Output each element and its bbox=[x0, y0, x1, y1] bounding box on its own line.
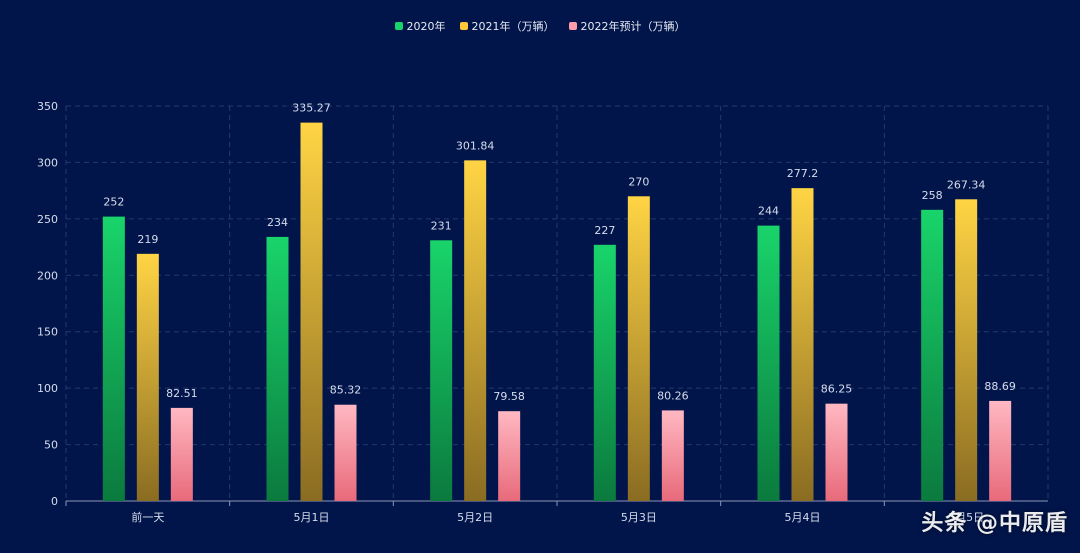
bar bbox=[791, 188, 814, 501]
x-tick-label: 5月1日 bbox=[294, 511, 330, 524]
data-label: 82.51 bbox=[166, 387, 198, 400]
bar bbox=[266, 236, 289, 501]
data-label: 244 bbox=[758, 205, 779, 218]
data-label: 270 bbox=[628, 175, 649, 188]
bar bbox=[170, 407, 193, 501]
bar bbox=[757, 225, 780, 501]
bar bbox=[989, 400, 1012, 501]
x-tick-label: 5月2日 bbox=[457, 511, 493, 524]
y-tick-label: 150 bbox=[37, 326, 58, 339]
legend: 2020年 2021年（万辆） 2022年预计（万辆） bbox=[0, 18, 1080, 34]
bar bbox=[955, 199, 978, 501]
data-label: 88.69 bbox=[984, 380, 1016, 393]
x-tick-label: 5月5日 bbox=[948, 511, 984, 524]
data-label: 234 bbox=[267, 216, 288, 229]
y-tick-label: 200 bbox=[37, 269, 58, 282]
x-tick-label: 5月3日 bbox=[621, 511, 657, 524]
legend-label-2022: 2022年预计（万辆） bbox=[580, 20, 686, 33]
bar bbox=[464, 160, 487, 502]
legend-item-2022[interactable]: 2022年预计（万辆） bbox=[568, 18, 686, 34]
x-tick-label: 前一天 bbox=[131, 510, 164, 524]
watermark: 头条 @中原盾 bbox=[921, 511, 1068, 536]
legend-swatch-2021 bbox=[459, 22, 468, 30]
bar bbox=[102, 216, 125, 501]
bar bbox=[825, 403, 848, 501]
y-tick-label: 50 bbox=[44, 439, 58, 452]
data-label: 79.58 bbox=[493, 390, 525, 403]
y-tick-label: 300 bbox=[37, 156, 58, 169]
bar bbox=[300, 122, 323, 502]
data-label: 258 bbox=[922, 189, 943, 202]
data-label: 227 bbox=[594, 224, 615, 237]
data-label: 86.25 bbox=[821, 383, 853, 396]
bar bbox=[627, 196, 650, 502]
y-tick-label: 0 bbox=[51, 495, 58, 508]
legend-item-2021[interactable]: 2021年（万辆） bbox=[459, 18, 555, 34]
bar bbox=[593, 244, 616, 502]
legend-label-2021: 2021年（万辆） bbox=[471, 20, 555, 33]
y-tick-label: 350 bbox=[37, 100, 58, 113]
data-label: 80.26 bbox=[657, 389, 689, 402]
bar bbox=[136, 253, 159, 501]
legend-swatch-2020 bbox=[394, 22, 403, 30]
bar bbox=[334, 404, 357, 501]
data-label: 267.34 bbox=[947, 178, 986, 191]
bar bbox=[430, 240, 453, 502]
x-tick-label: 5月4日 bbox=[785, 511, 821, 524]
legend-swatch-2022 bbox=[568, 22, 577, 30]
data-label: 219 bbox=[137, 233, 158, 246]
legend-label-2020: 2020年 bbox=[406, 20, 446, 33]
y-tick-label: 250 bbox=[37, 213, 58, 226]
bar bbox=[921, 209, 944, 502]
bar bbox=[498, 411, 521, 501]
data-label: 231 bbox=[431, 219, 452, 232]
data-label: 252 bbox=[103, 196, 124, 209]
data-label: 85.32 bbox=[330, 384, 362, 397]
legend-item-2020[interactable]: 2020年 bbox=[394, 18, 446, 34]
bar bbox=[661, 410, 684, 501]
data-label: 335.27 bbox=[292, 102, 331, 115]
data-label: 301.84 bbox=[456, 139, 495, 152]
data-label: 277.2 bbox=[787, 167, 819, 180]
y-tick-label: 100 bbox=[37, 382, 58, 395]
